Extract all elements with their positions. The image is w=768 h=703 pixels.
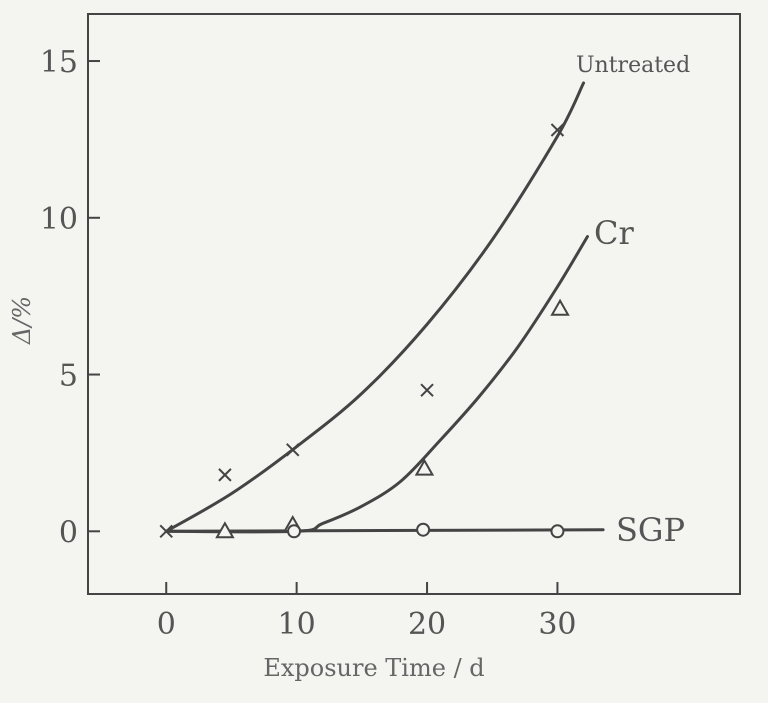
y-axis-label: Δ/% — [8, 296, 36, 345]
fit-curve-untreated — [164, 81, 586, 533]
labels: 0 5 10 15 0 10 20 30 Exposure Time / d Δ/% Untreat… — [8, 45, 690, 682]
marker-untreated-2 — [286, 443, 300, 457]
series-label-sgp: SGP — [616, 511, 685, 549]
marker-untreated-4 — [550, 123, 565, 137]
data-markers — [159, 123, 570, 539]
series-label-cr: Cr — [594, 214, 634, 252]
y-tick-label-15: 15 — [40, 45, 78, 80]
marker-untreated-2-b — [286, 443, 300, 457]
marker-cr-2 — [414, 458, 435, 476]
fit-curves — [164, 81, 605, 534]
x-axis-label: Exposure Time / d — [263, 654, 484, 682]
marker-sgp-1 — [416, 522, 431, 537]
marker-untreated-3 — [420, 383, 434, 397]
plot-frame — [87, 13, 741, 595]
x-tick-label-0: 0 — [157, 607, 176, 642]
marker-untreated-0-b — [159, 524, 173, 539]
marker-sgp-2 — [550, 524, 565, 539]
fit-curve-cr — [164, 235, 589, 534]
axes — [87, 13, 741, 595]
x-tick-label-10: 10 — [278, 607, 316, 642]
y-tick-label-5: 5 — [59, 359, 78, 394]
y-tick-label-10: 10 — [40, 202, 78, 237]
marker-untreated-3-b — [420, 383, 434, 397]
x-tick-label-30: 30 — [538, 607, 576, 642]
marker-cr-0 — [215, 521, 235, 539]
marker-untreated-0 — [159, 524, 173, 539]
marker-untreated-4-b — [550, 123, 565, 137]
series-label-untreated: Untreated — [576, 53, 690, 78]
x-tick-label-20: 20 — [408, 607, 446, 642]
fit-curve-sgp — [164, 528, 605, 533]
marker-untreated-1-b — [218, 468, 232, 482]
marker-untreated-1 — [218, 468, 232, 482]
marker-cr-3 — [550, 298, 570, 316]
marker-sgp-0 — [287, 524, 302, 539]
y-tick-label-0: 0 — [59, 515, 78, 550]
